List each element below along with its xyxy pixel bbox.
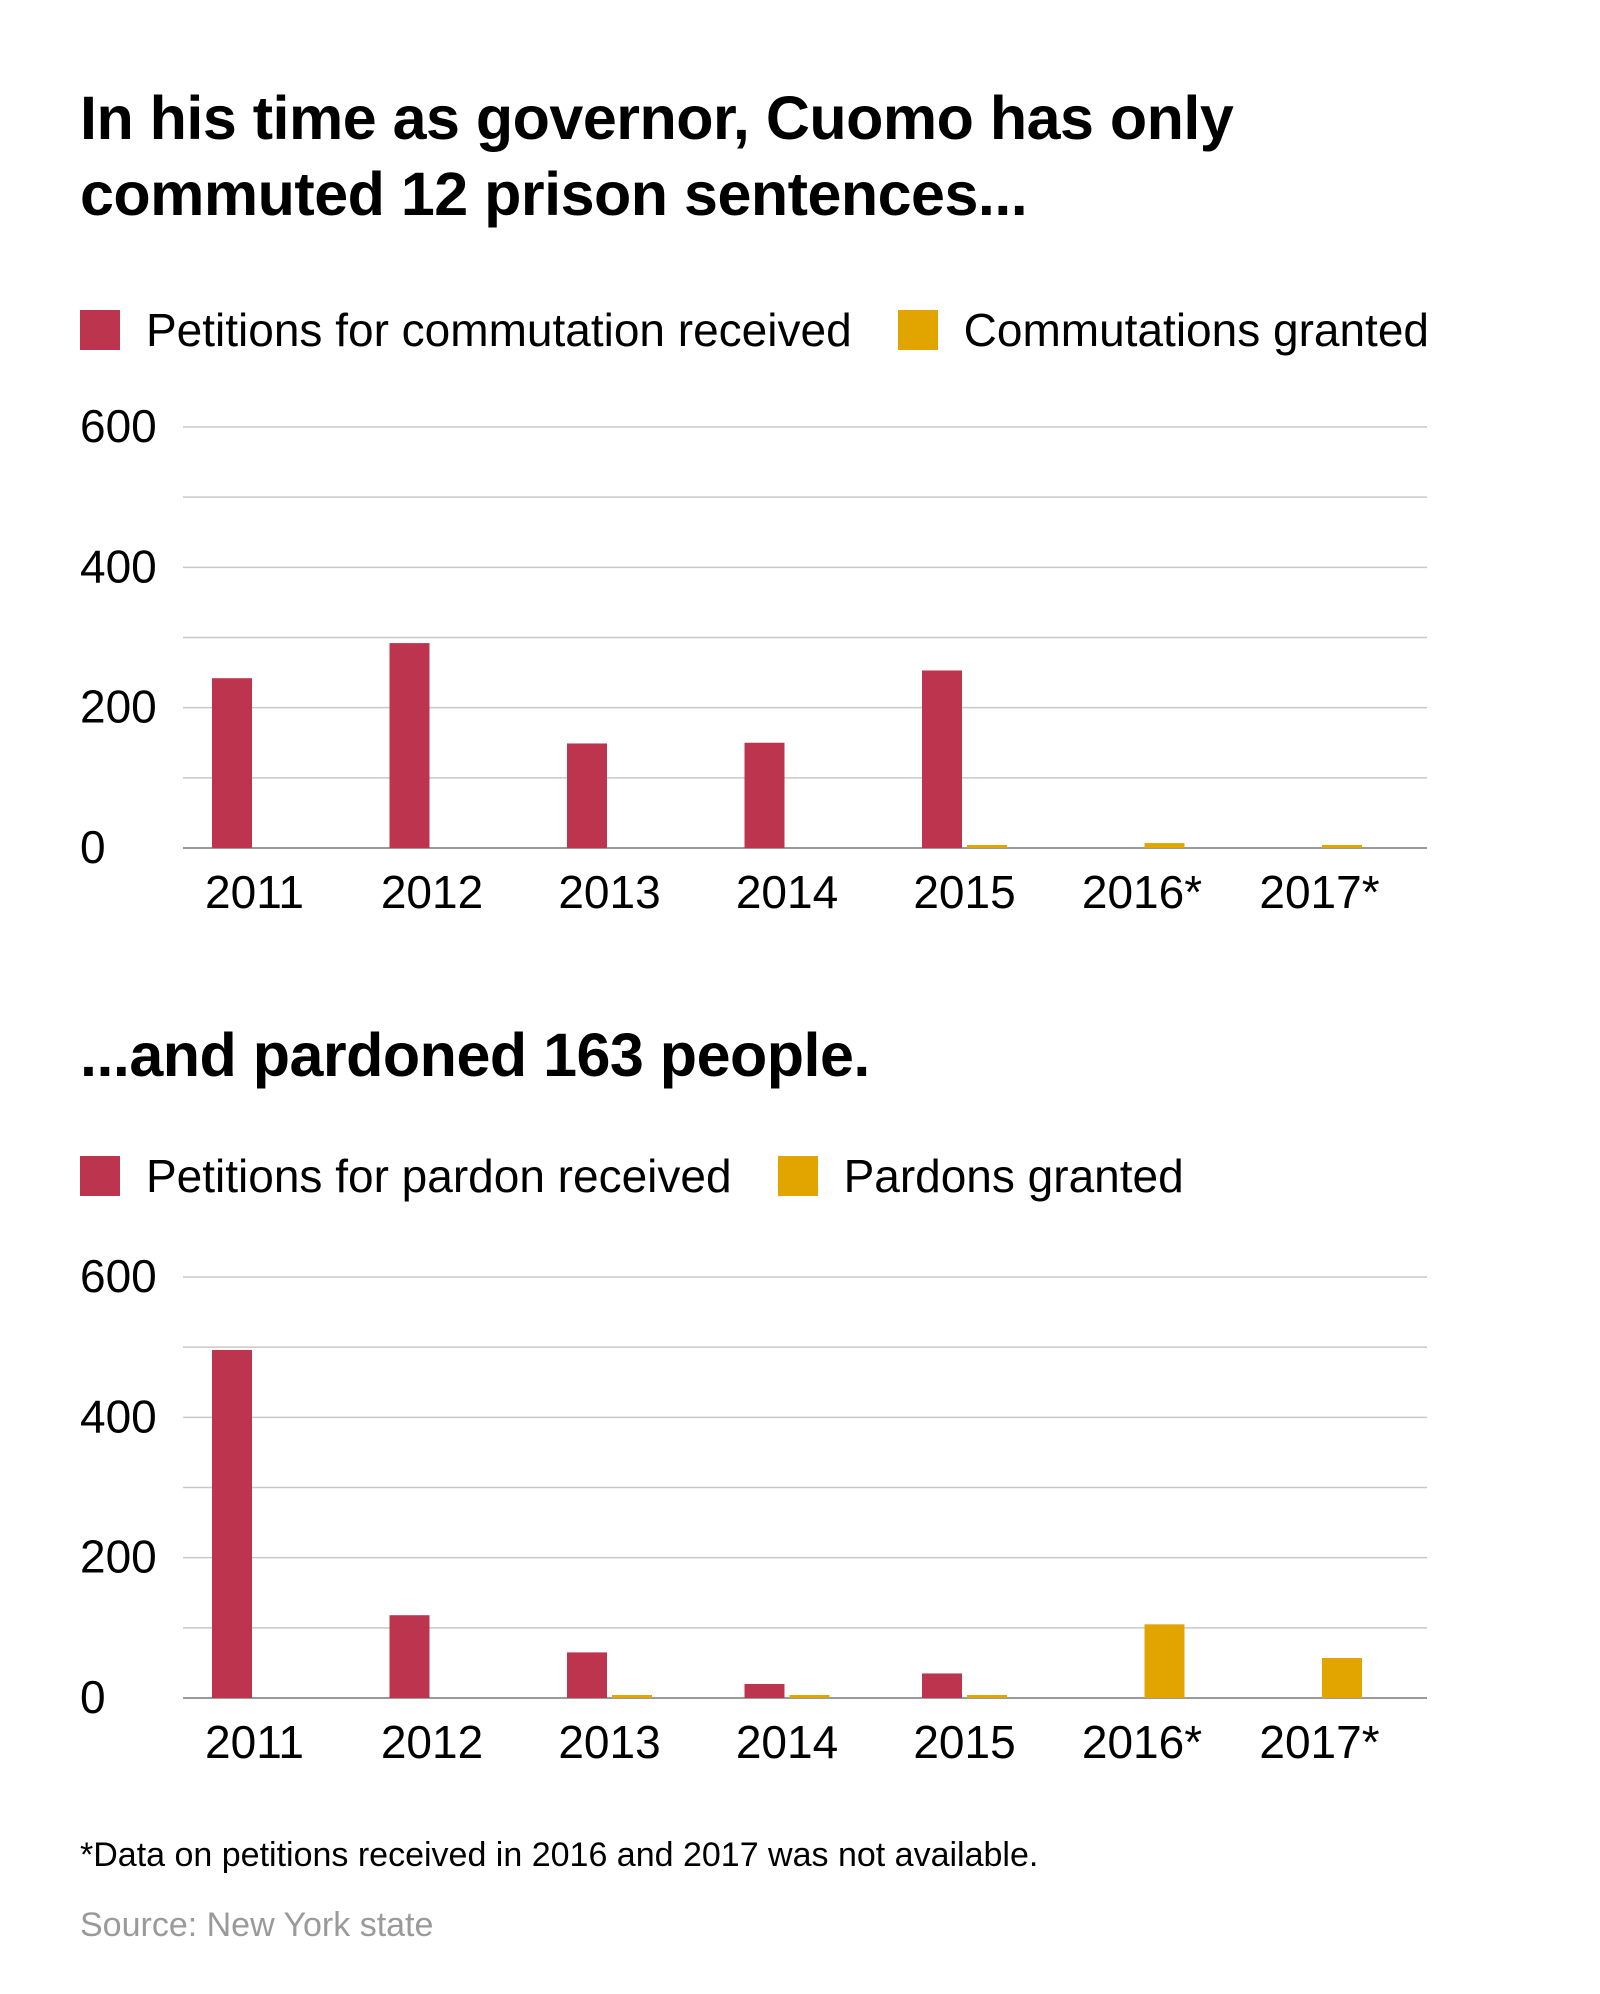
- bar-petitions-received: [567, 743, 607, 848]
- legend-label: Petitions for commutation received: [146, 304, 852, 356]
- bar-petitions-received: [212, 678, 252, 848]
- legend-item-pardons-granted: Pardons granted: [777, 1149, 1184, 1203]
- y-tick-label: 400: [80, 540, 157, 592]
- bar-granted: [789, 1695, 830, 1698]
- bar-petitions-received: [389, 643, 430, 848]
- bar-granted: [612, 1695, 652, 1698]
- bar-petitions-received: [922, 670, 962, 848]
- legend-swatch-granted: [777, 1156, 818, 1196]
- x-tick-label: 2012: [381, 866, 483, 918]
- x-tick-label: 2016*: [1082, 866, 1202, 918]
- legend-item-petitions-pardon: Petitions for pardon received: [80, 1149, 732, 1203]
- y-tick-label: 0: [80, 821, 106, 873]
- x-tick-label: 2013: [558, 866, 660, 918]
- x-tick-label: 2017*: [1259, 866, 1379, 918]
- legend-swatch-granted: [897, 310, 938, 350]
- legend-label: Petitions for pardon received: [146, 1150, 732, 1202]
- x-tick-label: 2014: [736, 866, 838, 918]
- footnote: *Data on petitions received in 2016 and …: [80, 1836, 1039, 1874]
- bar-petitions-received: [212, 1349, 252, 1698]
- pardons-bar-chart: 0 200 400 600 2011 2012 2013 2014 2015 2016* 2017*: [80, 1250, 1427, 1768]
- legend-label: Pardons granted: [843, 1150, 1184, 1202]
- legend-item-commutations-granted: Commutations granted: [897, 303, 1430, 357]
- x-tick-label: 2011: [205, 1716, 304, 1768]
- bar-granted: [1322, 1658, 1362, 1698]
- x-tick-label: 2016*: [1082, 1716, 1202, 1768]
- chart-1-legend: Petitions for commutation received Commu…: [80, 300, 1475, 360]
- bar-petitions-received: [922, 1673, 962, 1698]
- chart-2-title: ...and pardoned 163 people.: [80, 1021, 870, 1089]
- bar-granted: [967, 1695, 1007, 1698]
- y-tick-label: 200: [80, 1531, 157, 1583]
- x-tick-label: 2014: [736, 1716, 838, 1768]
- legend-item-petitions-commutation: Petitions for commutation received: [80, 303, 852, 357]
- bar-petitions-received: [744, 742, 785, 848]
- x-tick-label: 2015: [913, 1716, 1015, 1768]
- y-tick-label: 0: [80, 1671, 106, 1723]
- bar-petitions-received: [567, 1652, 607, 1698]
- bar-granted: [1322, 845, 1362, 848]
- bar-granted: [1144, 1624, 1185, 1698]
- bar-granted: [967, 845, 1007, 848]
- x-tick-label: 2011: [205, 866, 304, 918]
- legend-swatch-received: [80, 1156, 120, 1196]
- chart-2-legend: Petitions for pardon received Pardons gr…: [80, 1146, 1230, 1206]
- bar-petitions-received: [744, 1683, 785, 1698]
- x-tick-label: 2012: [381, 1716, 483, 1768]
- commutations-bar-chart: 0 200 400 600 2011 2012 2013 2014 2015 2016* 2017*: [80, 400, 1427, 918]
- y-tick-label: 200: [80, 681, 157, 733]
- chart-1-title: In his time as governor, Cuomo has only …: [80, 84, 1234, 228]
- x-tick-label: 2013: [558, 1716, 660, 1768]
- y-tick-label: 600: [80, 1250, 157, 1302]
- y-tick-label: 600: [80, 400, 157, 452]
- bar-petitions-received: [389, 1615, 430, 1698]
- x-tick-label: 2015: [913, 866, 1015, 918]
- legend-swatch-received: [80, 310, 120, 350]
- x-tick-label: 2017*: [1259, 1716, 1379, 1768]
- source-credit: Source: New York state: [80, 1906, 434, 1944]
- legend-label: Commutations granted: [963, 304, 1430, 356]
- y-tick-label: 400: [80, 1390, 157, 1442]
- bar-granted: [1144, 843, 1185, 848]
